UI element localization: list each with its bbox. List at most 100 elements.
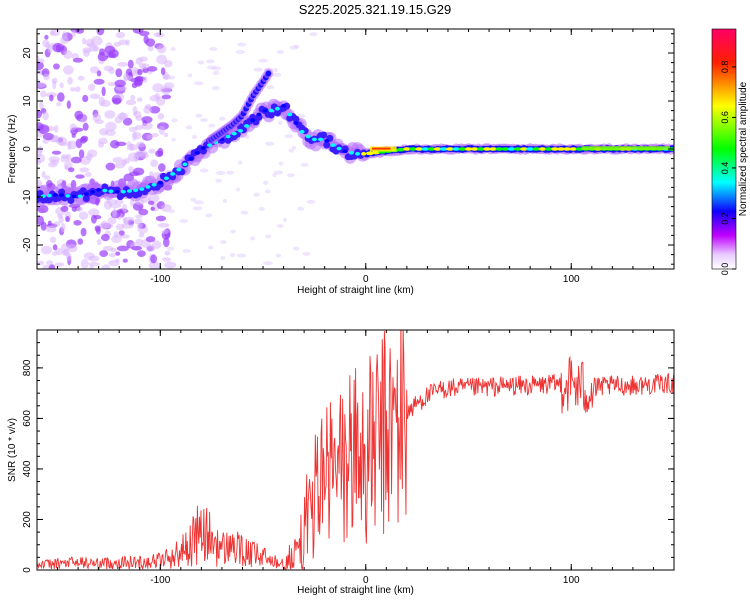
noise-blob — [123, 73, 129, 82]
noise-blob — [277, 120, 283, 125]
noise-blob — [73, 219, 82, 226]
noise-blob — [96, 70, 102, 77]
noise-blob — [135, 214, 143, 219]
noise-blob — [51, 77, 58, 84]
x-axis-label: Height of straight line (km) — [297, 285, 414, 296]
noise-blob — [42, 111, 49, 121]
noise-blob — [137, 250, 146, 257]
spectrogram-blobs — [37, 29, 674, 269]
noise-blob — [163, 59, 173, 68]
ridge-bright — [446, 147, 455, 151]
ridge-bright — [163, 176, 169, 181]
y-tick-label: 0 — [22, 146, 33, 152]
noise-blob — [236, 253, 247, 258]
ridge-bright — [464, 147, 473, 151]
noise-blob — [156, 44, 167, 54]
noise-blob — [105, 162, 116, 171]
noise-blob — [264, 189, 271, 194]
y-axis-label: Frequency (Hz) — [7, 115, 18, 184]
noise-blob — [158, 163, 166, 172]
noise-blob — [141, 122, 153, 130]
noise-blob — [58, 141, 68, 147]
noise-blob — [149, 106, 161, 114]
ridge-bright — [268, 108, 274, 113]
noise-blob — [171, 118, 178, 123]
noise-blob — [54, 262, 65, 267]
y-tick-label: 20 — [22, 47, 33, 59]
noise-blob — [82, 94, 89, 103]
ridge-bright — [237, 128, 243, 133]
noise-blob — [160, 204, 172, 212]
noise-blob — [253, 67, 263, 72]
noise-blob — [215, 170, 226, 175]
noise-blob — [40, 90, 47, 98]
ridge-bright — [108, 189, 114, 194]
ridge-bright — [293, 121, 299, 125]
noise-blob — [121, 223, 134, 229]
noise-blob — [112, 207, 117, 218]
noise-blob — [52, 244, 58, 251]
noise-blob — [197, 60, 205, 65]
ridge-core — [82, 195, 90, 203]
y-tick-label: 0 — [22, 567, 33, 573]
noise-blob — [74, 110, 84, 120]
noise-blob — [101, 264, 111, 269]
noise-blob — [288, 148, 294, 153]
colorbar: 0.0 0.2 0.4 0.6 0.8 Normalized spectral ampli… — [711, 28, 749, 275]
noise-blob — [61, 250, 69, 255]
noise-blob — [110, 247, 117, 253]
noise-blob — [135, 238, 143, 244]
noise-blob — [47, 220, 52, 226]
noise-blob — [52, 251, 58, 256]
noise-blob — [147, 193, 160, 203]
ridge-bright — [372, 150, 381, 155]
noise-blob — [101, 86, 106, 97]
noise-blob — [155, 96, 166, 106]
noise-blob — [114, 79, 126, 88]
noise-blob — [161, 94, 172, 100]
noise-blob — [235, 187, 240, 192]
ridge-bright — [96, 188, 102, 192]
noise-blob — [51, 150, 62, 155]
noise-blob — [69, 123, 78, 131]
noise-blob — [208, 123, 216, 128]
noise-blob — [127, 152, 139, 162]
noise-blob — [70, 156, 82, 164]
ridge-bright — [355, 152, 361, 156]
noise-blob — [158, 125, 165, 135]
ridge-bright — [519, 147, 528, 151]
ridge-bright — [336, 146, 342, 151]
noise-blob — [114, 141, 127, 147]
noise-blob — [148, 148, 156, 154]
noise-blob — [195, 113, 203, 118]
ridge-bright — [318, 137, 324, 142]
noise-blob — [161, 257, 171, 262]
noise-blob — [142, 76, 148, 83]
noise-blob — [82, 122, 89, 131]
noise-blob — [136, 141, 145, 148]
noise-blob — [75, 29, 84, 34]
noise-blob — [263, 261, 273, 266]
ridge-bright — [365, 151, 374, 156]
noise-blob — [163, 132, 169, 138]
noise-blob — [253, 192, 260, 197]
noise-blob — [167, 75, 176, 80]
noise-blob — [75, 174, 85, 179]
ridge-bright — [256, 112, 262, 117]
noise-blob — [112, 97, 122, 104]
noise-blob — [192, 206, 203, 211]
colorbar-tick-label: 0.2 — [720, 212, 730, 225]
noise-blob — [37, 81, 47, 88]
noise-blob — [88, 262, 101, 267]
ridge-bright — [507, 147, 516, 151]
noise-blob — [44, 34, 49, 40]
noise-blob — [157, 222, 170, 228]
ridge-bright — [538, 147, 547, 151]
noise-blob — [67, 77, 73, 85]
noise-blob — [61, 31, 68, 40]
ridge-bright — [157, 180, 163, 185]
noise-blob — [133, 218, 143, 225]
ridge-bright — [439, 147, 448, 151]
noise-blob — [300, 162, 309, 167]
noise-blob — [147, 45, 154, 52]
